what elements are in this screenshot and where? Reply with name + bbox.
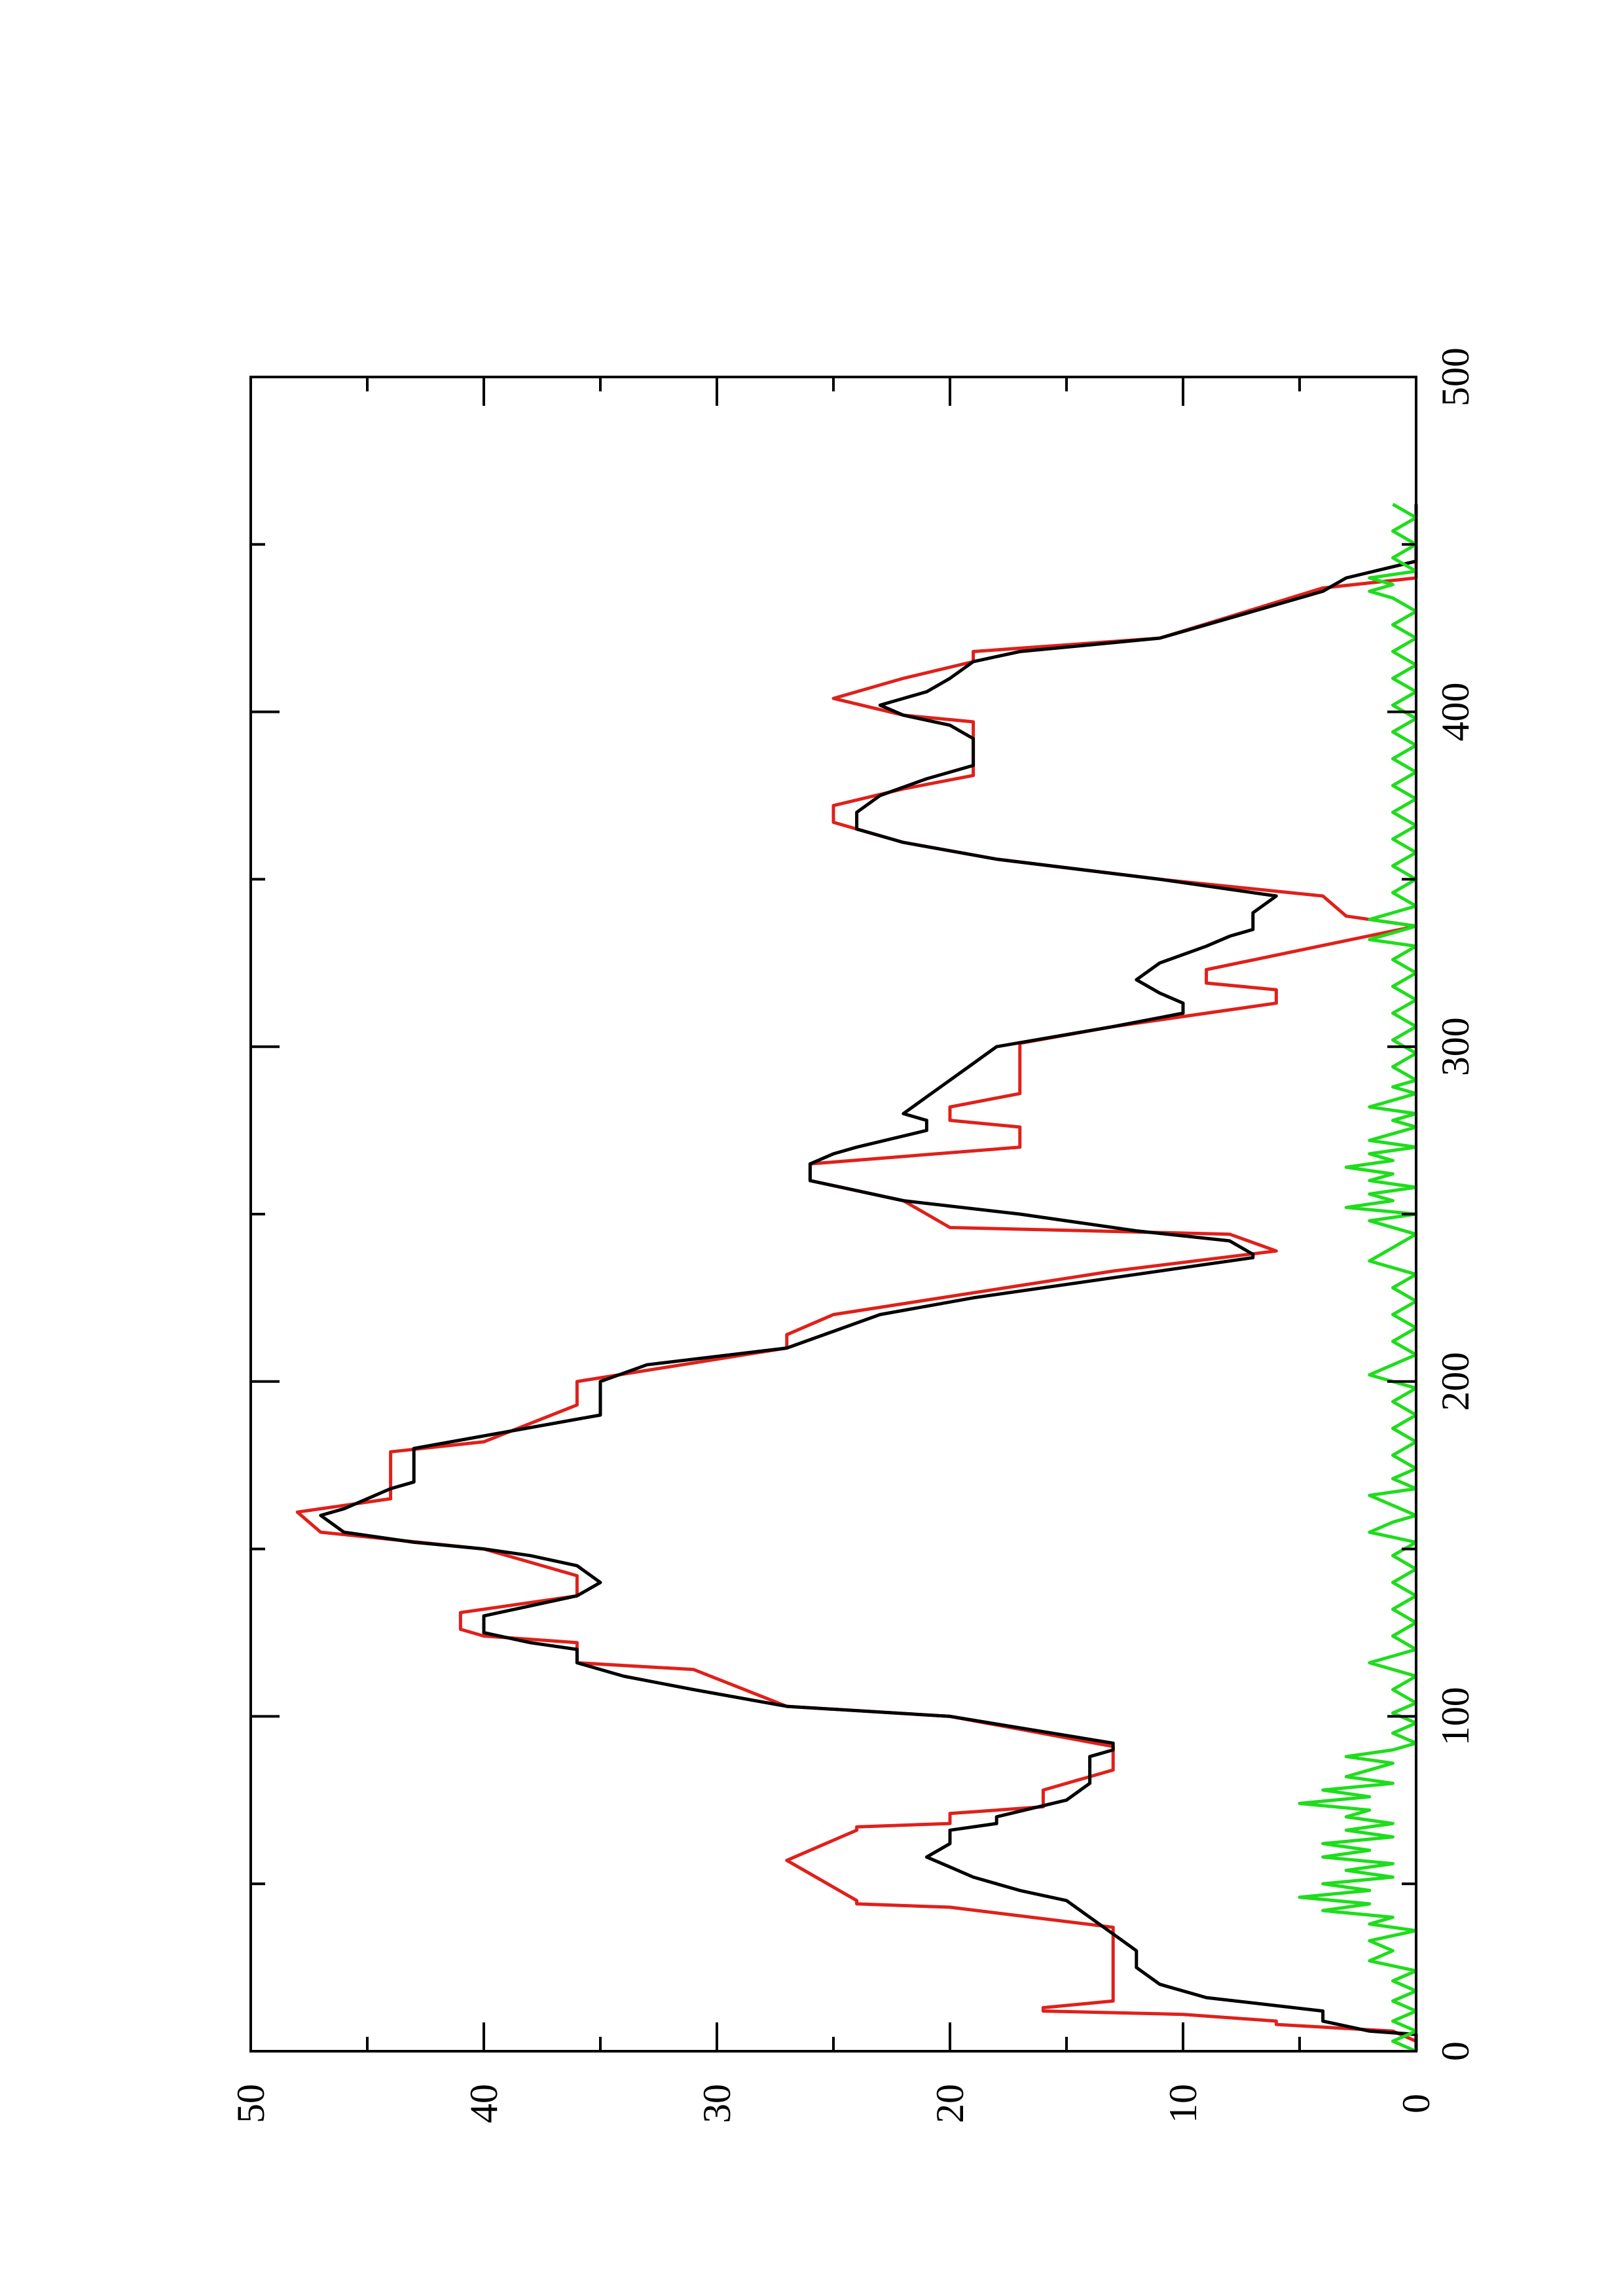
- x-tick-label: 400: [1434, 683, 1477, 742]
- tick-layer: 0 100 200 300 400 500 0 10 20 30 40 50: [229, 348, 1477, 2123]
- y-tick-label: 20: [928, 2084, 972, 2123]
- y-tick-label: 0: [1395, 2094, 1438, 2113]
- x-tick-label: 0: [1434, 2041, 1477, 2061]
- x-tick-label: 300: [1434, 1017, 1477, 1076]
- series-green-line: [1298, 503, 1418, 2053]
- series-red-line: [295, 504, 1418, 2051]
- y-tick-label: 40: [462, 2084, 505, 2123]
- y-tick-label: 30: [695, 2084, 739, 2123]
- series-layer: [295, 503, 1418, 2053]
- y-tick-label: 50: [229, 2084, 272, 2123]
- series-black-line: [319, 504, 1418, 2051]
- y-tick-label: 10: [1161, 2084, 1205, 2123]
- plot-frame: [249, 376, 1417, 2053]
- x-tick-label: 100: [1434, 1687, 1477, 1746]
- x-tick-label: 500: [1434, 348, 1477, 406]
- x-tick-label: 200: [1434, 1352, 1477, 1411]
